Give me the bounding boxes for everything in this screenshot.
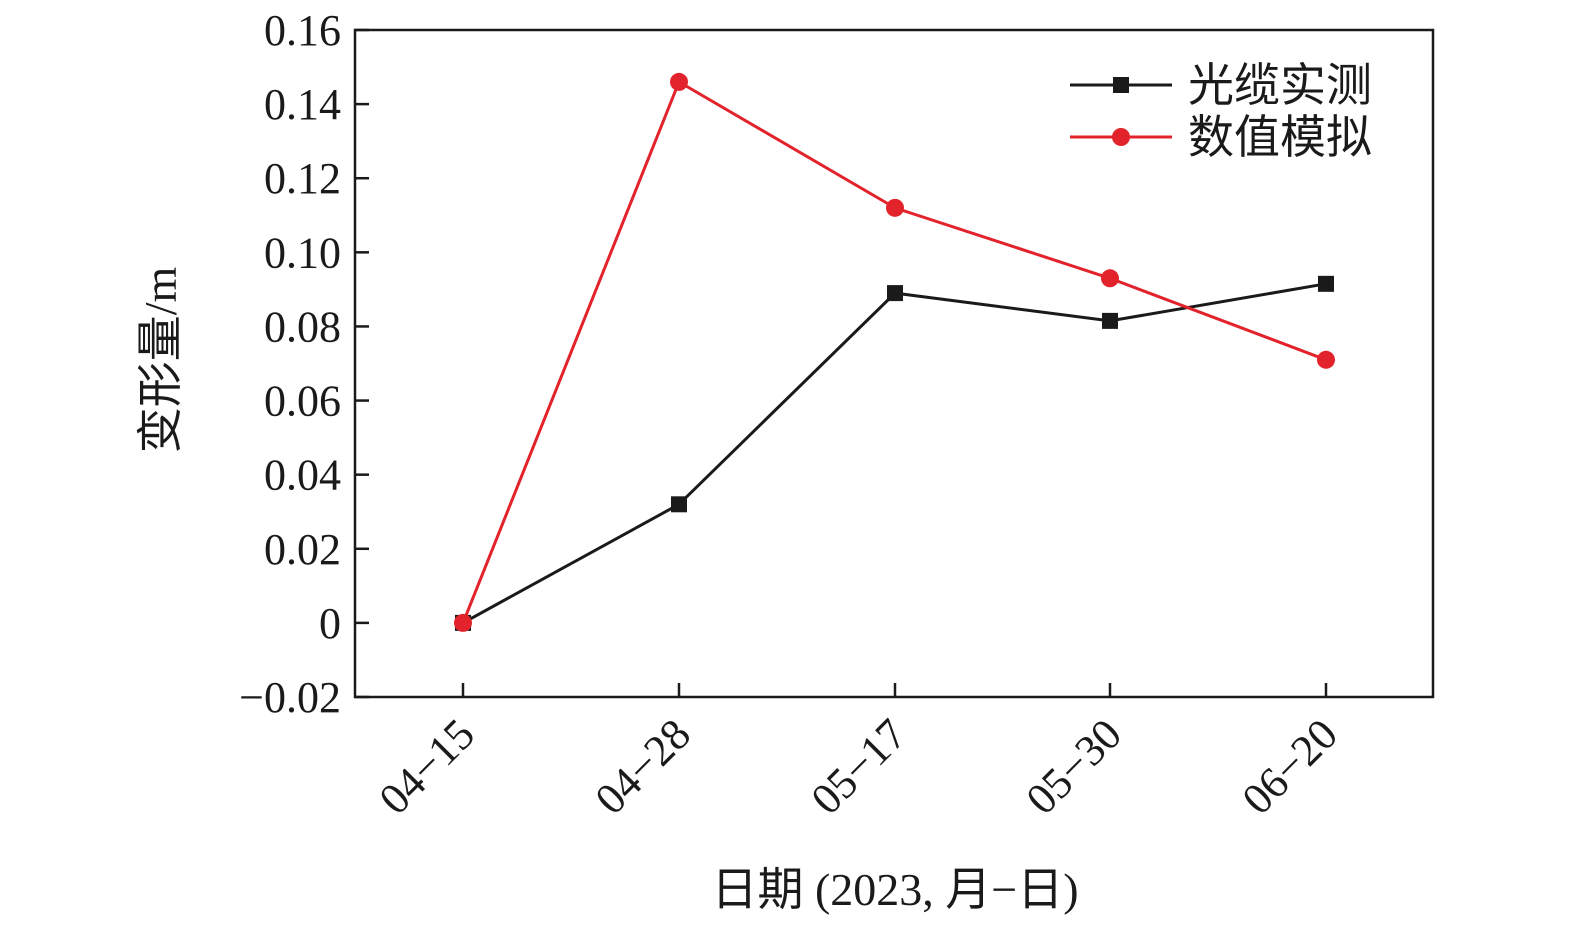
y-tick-label: 0.04 [264, 451, 341, 500]
series-line-1 [462, 282, 1327, 625]
x-tick-label: 05−17 [802, 709, 916, 823]
y-tick-label: 0.02 [264, 525, 341, 574]
data-point-square [1318, 275, 1334, 292]
x-tick-label: 04−15 [370, 709, 484, 823]
data-point-square [1102, 312, 1118, 329]
x-axis: 04−15 04−28 05−17 05−30 06−20 [370, 683, 1347, 824]
y-tick-label: 0.12 [264, 154, 341, 203]
y-tick-label: 0.14 [264, 80, 341, 129]
series-layer [454, 72, 1335, 632]
legend-marker-circle [1112, 128, 1130, 146]
data-point-circle [1101, 269, 1119, 288]
data-point-square [671, 496, 687, 513]
x-tick-label: 04−28 [586, 709, 700, 823]
data-point-square [887, 285, 903, 302]
legend-label: 光缆实测 [1188, 60, 1372, 111]
legend-marker-square [1113, 77, 1129, 93]
y-tick-label: 0 [319, 599, 341, 648]
x-tick-label: 06−20 [1233, 709, 1347, 823]
y-axis-title: 变形量/m [135, 267, 186, 454]
data-point-circle [1317, 350, 1335, 369]
y-tick-label: 0.10 [264, 228, 341, 277]
y-tick-label: −0.02 [239, 673, 341, 722]
y-axis: −0.02 0 0.02 0.04 0.06 0.08 0.10 0.12 0.14 0.16 [239, 6, 369, 722]
y-tick-label: 0.16 [264, 6, 341, 55]
x-axis-title: 日期 (2023, 月−日) [711, 864, 1078, 915]
x-tick-label: 05−30 [1017, 709, 1131, 823]
y-tick-label: 0.08 [264, 302, 341, 351]
data-point-circle [454, 613, 472, 632]
series-line-2 [461, 79, 1327, 624]
data-point-circle [670, 72, 688, 91]
legend-label: 数值模拟 [1188, 112, 1372, 163]
y-tick-label: 0.06 [264, 377, 341, 426]
data-point-circle [886, 198, 904, 217]
